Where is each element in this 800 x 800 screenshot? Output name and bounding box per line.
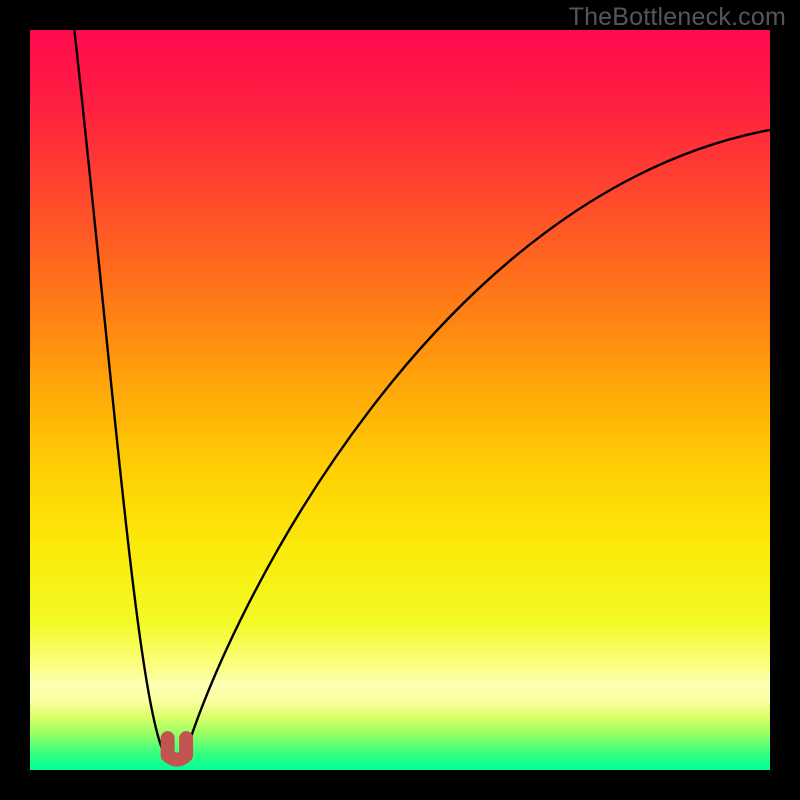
plot-area <box>30 30 770 770</box>
chart-container: { "watermark": { "text": "TheBottleneck.… <box>0 0 800 800</box>
curve-svg <box>30 30 770 770</box>
optimal-marker <box>168 738 187 759</box>
bottleneck-curve <box>74 30 770 761</box>
watermark-text: TheBottleneck.com <box>569 3 786 32</box>
